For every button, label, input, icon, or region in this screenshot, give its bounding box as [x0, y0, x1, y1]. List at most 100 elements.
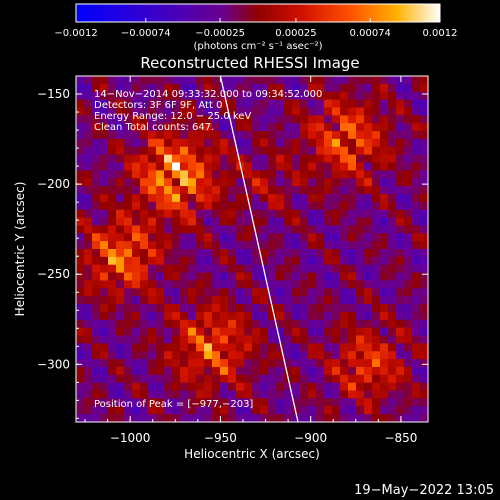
heatmap-cell [340, 296, 349, 305]
heatmap-cell [380, 123, 389, 132]
heatmap-cell [284, 123, 293, 132]
heatmap-cell [204, 107, 213, 116]
heatmap-cell [284, 225, 293, 234]
heatmap-cell [116, 91, 125, 101]
heatmap-cell [108, 343, 117, 352]
heatmap-cell [188, 414, 197, 422]
heatmap-cell [388, 193, 397, 203]
heatmap-cell [116, 272, 125, 282]
heatmap-cell [220, 170, 229, 179]
heatmap-cell [180, 186, 189, 195]
heatmap-cell [228, 99, 237, 109]
heatmap-cell [380, 99, 389, 109]
heatmap-cell [364, 280, 373, 289]
heatmap-cell [372, 398, 381, 407]
heatmap-cell [180, 280, 189, 289]
heatmap-cell [84, 123, 93, 132]
heatmap-cell [300, 99, 309, 109]
heatmap-cell [236, 359, 245, 368]
heatmap-cell [388, 107, 397, 116]
heatmap-cell [276, 359, 285, 368]
heatmap-cell [356, 256, 365, 266]
heatmap-cell [100, 351, 109, 360]
heatmap-cell [396, 335, 405, 344]
heatmap-cell [204, 225, 213, 234]
heatmap-cell [204, 311, 213, 321]
heatmap-cell [364, 374, 373, 384]
heatmap-cell [76, 170, 85, 179]
heatmap-cell [364, 359, 373, 368]
heatmap-cell [252, 241, 261, 250]
heatmap-cell [396, 343, 405, 352]
heatmap-cell [396, 319, 405, 329]
heatmap-cell [260, 351, 269, 360]
heatmap-cell [292, 91, 301, 101]
heatmap-cell [316, 406, 325, 415]
heatmap-cell [308, 406, 317, 415]
heatmap-cell [284, 186, 293, 195]
heatmap-cell [252, 359, 261, 368]
heatmap-cell [132, 296, 141, 305]
heatmap-cell [324, 414, 333, 422]
heatmap-cell [340, 154, 349, 164]
heatmap-cell [292, 217, 301, 227]
heatmap-cell [172, 107, 181, 116]
heatmap-cell [316, 83, 325, 93]
heatmap-cell [228, 398, 237, 407]
heatmap-cell [396, 311, 405, 321]
heatmap-cell [260, 280, 269, 289]
heatmap-cell [116, 217, 125, 227]
heatmap-cell [356, 374, 365, 384]
heatmap-cell [308, 193, 317, 203]
heatmap-cell [308, 256, 317, 266]
heatmap-cell [356, 296, 365, 305]
heatmap-cell [100, 131, 109, 140]
heatmap-cell [100, 296, 109, 305]
heatmap-cell [364, 382, 373, 392]
heatmap-cell [420, 406, 428, 415]
heatmap-cell [228, 296, 237, 305]
heatmap-cell [404, 366, 413, 376]
heatmap-cell [316, 209, 325, 219]
heatmap-cell [340, 91, 349, 101]
heatmap-cell [172, 146, 181, 156]
heatmap-cell [228, 335, 237, 344]
heatmap-cell [236, 131, 245, 140]
heatmap-cell [212, 186, 221, 195]
heatmap-cell [132, 406, 141, 415]
plot-timestamp: 19−May−2022 13:05 [354, 483, 494, 498]
heatmap-cell [140, 170, 149, 179]
heatmap-cell [228, 170, 237, 179]
heatmap-cell [92, 138, 101, 148]
heatmap-cell [380, 241, 389, 250]
heatmap-cell [380, 414, 389, 422]
heatmap-cell [236, 83, 245, 93]
heatmap-cell [188, 359, 197, 368]
heatmap-cell [92, 83, 101, 93]
heatmap-cell [108, 249, 117, 258]
heatmap-cell [332, 311, 341, 321]
heatmap-cell [84, 76, 93, 85]
heatmap-cell [212, 296, 221, 305]
heatmap-cell [372, 390, 381, 400]
heatmap-cell [236, 272, 245, 282]
heatmap-cell [196, 123, 205, 132]
heatmap-cell [84, 366, 93, 376]
solar-limb-line [219, 76, 299, 422]
heatmap-cell [140, 343, 149, 352]
heatmap-cell [212, 233, 221, 242]
heatmap-cell [388, 201, 397, 211]
heatmap-cell [388, 374, 397, 384]
heatmap-cell [236, 209, 245, 219]
heatmap-cell [148, 170, 157, 179]
heatmap-cell [284, 414, 293, 422]
heatmap-cell [284, 382, 293, 392]
heatmap-cell [388, 138, 397, 148]
heatmap-cell [92, 107, 101, 116]
heatmap-cell [292, 319, 301, 329]
heatmap-cell [116, 319, 125, 329]
heatmap-cell [204, 264, 213, 274]
heatmap-cell [316, 288, 325, 297]
heatmap-cell [244, 398, 253, 407]
heatmap-cell [148, 193, 157, 203]
